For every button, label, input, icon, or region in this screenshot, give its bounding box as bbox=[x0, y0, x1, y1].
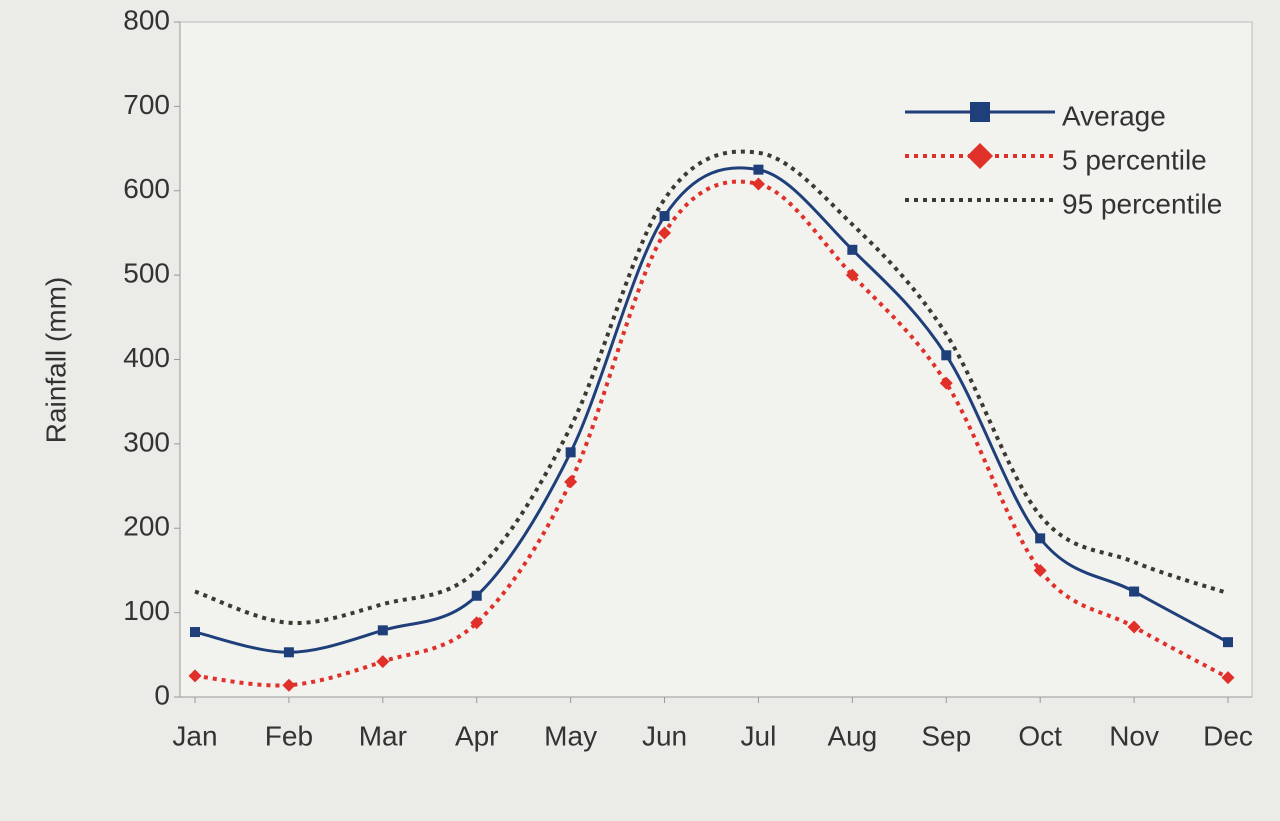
marker bbox=[753, 164, 764, 175]
marker bbox=[376, 655, 390, 669]
marker bbox=[1033, 563, 1047, 577]
y-tick-label: 800 bbox=[123, 4, 170, 35]
x-tick-label: Jun bbox=[642, 720, 687, 751]
marker bbox=[1127, 620, 1141, 634]
x-tick-label: Sep bbox=[921, 720, 971, 751]
plot-area bbox=[179, 21, 1253, 698]
marker bbox=[564, 475, 578, 489]
y-tick-label: 200 bbox=[123, 511, 170, 542]
x-tick-label: Jul bbox=[741, 720, 777, 751]
y-tick-label: 400 bbox=[123, 342, 170, 373]
y-tick-label: 700 bbox=[123, 89, 170, 120]
y-tick-label: 100 bbox=[123, 595, 170, 626]
x-tick-label: Apr bbox=[455, 720, 499, 751]
marker bbox=[1221, 671, 1235, 685]
legend-label: 95 percentile bbox=[1062, 188, 1222, 219]
marker bbox=[967, 143, 993, 169]
marker bbox=[283, 647, 294, 658]
y-tick-label: 500 bbox=[123, 258, 170, 289]
marker bbox=[1035, 533, 1046, 544]
x-tick-label: Nov bbox=[1109, 720, 1159, 751]
marker bbox=[970, 102, 990, 122]
y-tick-label: 300 bbox=[123, 426, 170, 457]
marker bbox=[1129, 586, 1140, 597]
marker bbox=[188, 669, 202, 683]
marker bbox=[845, 268, 859, 282]
y-axis-label: Rainfall (mm) bbox=[40, 277, 71, 443]
marker bbox=[190, 627, 200, 638]
y-tick-label: 600 bbox=[123, 173, 170, 204]
marker bbox=[847, 244, 858, 255]
x-tick-label: Aug bbox=[827, 720, 877, 751]
legend-label: 5 percentile bbox=[1062, 144, 1207, 175]
marker bbox=[471, 590, 482, 601]
marker bbox=[470, 616, 484, 630]
marker bbox=[941, 350, 952, 361]
legend-label: Average bbox=[1062, 100, 1166, 131]
x-tick-label: Mar bbox=[359, 720, 407, 751]
marker bbox=[282, 678, 296, 692]
y-tick-label: 0 bbox=[154, 679, 170, 710]
marker bbox=[1223, 637, 1233, 648]
marker bbox=[939, 376, 953, 390]
x-tick-label: Feb bbox=[265, 720, 313, 751]
x-tick-label: Dec bbox=[1203, 720, 1253, 751]
marker bbox=[377, 625, 388, 636]
series-line bbox=[194, 149, 1229, 625]
x-tick-label: Oct bbox=[1018, 720, 1062, 751]
marker bbox=[565, 447, 576, 458]
marker bbox=[751, 177, 765, 191]
x-tick-label: May bbox=[544, 720, 597, 751]
marker bbox=[658, 226, 672, 240]
marker bbox=[659, 211, 670, 222]
x-tick-label: Jan bbox=[172, 720, 217, 751]
